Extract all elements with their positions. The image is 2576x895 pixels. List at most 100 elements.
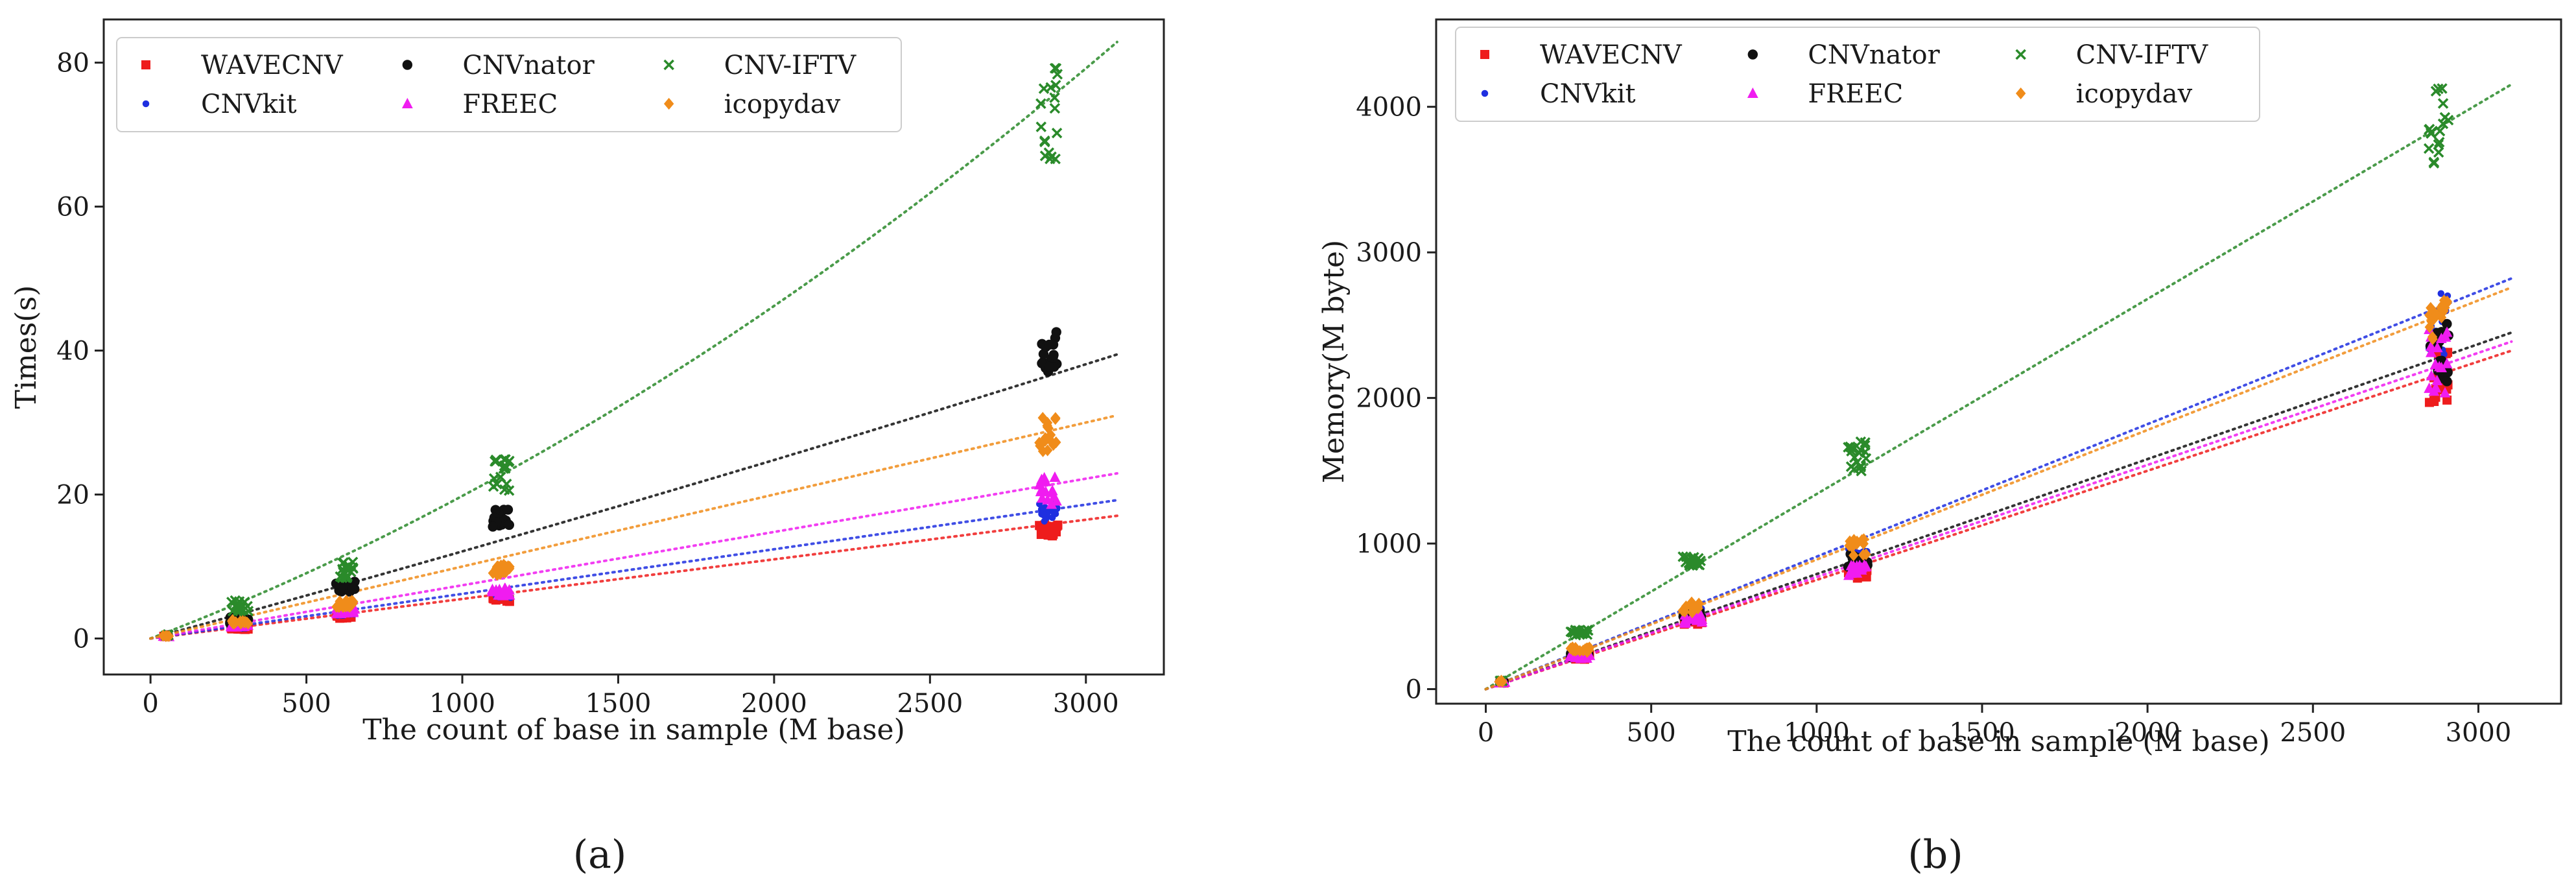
x-tick-label: 3000	[1053, 689, 1119, 719]
data-point-cnv-iftv	[1043, 147, 1055, 158]
data-point-cnv-iftv	[2430, 86, 2442, 97]
data-point-icopydav	[2428, 333, 2438, 346]
data-point-cnv-iftv	[1849, 452, 1860, 463]
x-tick-label: 2000	[2114, 718, 2180, 748]
x-tick-label: 2500	[897, 689, 963, 719]
data-point-cnv-iftv	[1684, 560, 1695, 571]
legend-label: CNV-IFTV	[2076, 40, 2209, 70]
legend-marker-freec	[401, 97, 413, 108]
legend-label: CNVnator	[1808, 40, 1940, 70]
data-point-wavecnv	[1043, 527, 1052, 536]
data-point-icopydav	[2428, 305, 2439, 318]
data-point-cnv-iftv	[1860, 446, 1871, 457]
data-point-cnv-iftv	[2423, 143, 2435, 154]
y-tick-label: 2000	[1356, 384, 1422, 414]
legend-label: WAVECNV	[1540, 40, 1683, 70]
y-tick-label: 40	[56, 337, 89, 366]
y-tick-label: 0	[1406, 675, 1422, 705]
x-tick-label: 3000	[2446, 718, 2512, 748]
data-point-icopydav	[2437, 299, 2448, 311]
data-point-cnvnator	[1044, 339, 1054, 350]
data-point-icopydav	[1567, 641, 1578, 654]
data-point-freec	[1851, 560, 1863, 571]
trend-line-wavecnv	[149, 514, 1118, 640]
x-axis-label: The count of base in sample (M base)	[362, 713, 905, 746]
legend-marker-icopydav	[2015, 87, 2026, 100]
data-point-cnv-iftv	[344, 561, 355, 572]
data-point-freec	[2426, 370, 2437, 381]
data-point-cnv-iftv	[1035, 121, 1047, 132]
data-point-icopydav	[1050, 412, 1061, 425]
data-point-cnv-iftv	[1050, 63, 1062, 74]
data-point-freec	[1042, 494, 1054, 505]
data-point-icopydav	[344, 601, 355, 613]
legend-marker-cnvnator	[1747, 49, 1758, 60]
data-point-cnv-iftv	[1572, 625, 1583, 636]
data-point-icopydav	[1686, 597, 1697, 610]
data-point-icopydav	[1040, 432, 1050, 444]
data-point-icopydav	[2424, 309, 2435, 322]
data-point-cnv-iftv	[239, 596, 250, 608]
data-point-freec	[1688, 611, 1699, 622]
data-point-icopydav	[348, 595, 359, 608]
legend-marker-cnv-iftv	[2015, 49, 2026, 60]
data-point-icopydav	[1048, 438, 1059, 451]
data-point-cnv-iftv	[1038, 83, 1050, 94]
x-tick-label: 0	[142, 689, 158, 719]
data-point-cnv-iftv	[2437, 98, 2449, 109]
x-tick-label: 2500	[2280, 718, 2346, 748]
data-point-cnvnator	[347, 583, 358, 594]
trend-line-cnvnator	[149, 353, 1118, 640]
plot-frame	[1435, 18, 2562, 705]
data-point-icopydav	[338, 597, 349, 610]
data-point-cnv-iftv	[490, 456, 501, 467]
data-point-freec	[2441, 357, 2453, 368]
y-tick-label: 80	[56, 49, 89, 78]
data-point-icopydav	[1679, 605, 1690, 618]
y-axis-label: Times(s)	[10, 285, 43, 409]
data-point-icopydav	[2442, 295, 2453, 307]
data-point-freec	[2431, 374, 2443, 385]
data-point-cnv-iftv	[499, 484, 510, 495]
data-point-wavecnv	[1052, 521, 1062, 531]
legend-marker-freec	[1747, 87, 1758, 98]
data-point-icopydav	[2424, 321, 2435, 333]
x-tick-label: 2000	[741, 689, 807, 719]
legend-marker-wavecnv	[1480, 50, 1489, 59]
trend-line-cnvkit	[149, 499, 1118, 640]
data-point-cnv-iftv	[2433, 137, 2445, 148]
data-point-cnv-iftv	[2437, 83, 2448, 94]
data-point-icopydav	[2436, 311, 2447, 324]
data-point-icopydav	[1858, 533, 1869, 545]
data-point-freec	[2429, 358, 2441, 369]
data-point-freec	[1039, 471, 1050, 483]
data-point-cnv-iftv	[1051, 127, 1063, 139]
data-point-icopydav	[1861, 548, 1871, 560]
data-point-freec	[490, 584, 502, 595]
data-point-cnvnator	[2442, 318, 2452, 329]
x-tick-label: 1000	[429, 689, 495, 719]
trend-line-freec	[1484, 340, 2513, 691]
y-tick-label: 3000	[1356, 238, 1422, 268]
legend-marker-wavecnv	[141, 60, 150, 69]
data-point-icopydav	[1496, 674, 1507, 687]
y-tick-label: 60	[56, 193, 89, 222]
data-point-cnvnator	[2442, 376, 2452, 387]
data-point-cnv-iftv	[1582, 625, 1593, 636]
legend-marker-cnvkit	[1481, 90, 1489, 97]
data-point-freec	[499, 582, 511, 593]
data-point-cnvnator	[1048, 350, 1059, 360]
data-point-cnvnator	[504, 519, 515, 531]
data-point-freec	[1843, 569, 1854, 580]
data-point-icopydav	[2428, 315, 2438, 327]
data-point-cnv-iftv	[500, 462, 511, 474]
data-point-icopydav	[1037, 412, 1048, 424]
data-point-freec	[1049, 471, 1061, 483]
x-tick-label: 1500	[1949, 718, 2015, 748]
data-point-freec	[2436, 361, 2447, 373]
data-point-freec	[2441, 326, 2453, 337]
data-point-cnv-iftv	[488, 481, 499, 492]
data-point-cnvnator	[502, 505, 514, 515]
data-point-cnvkit	[1040, 511, 1047, 519]
